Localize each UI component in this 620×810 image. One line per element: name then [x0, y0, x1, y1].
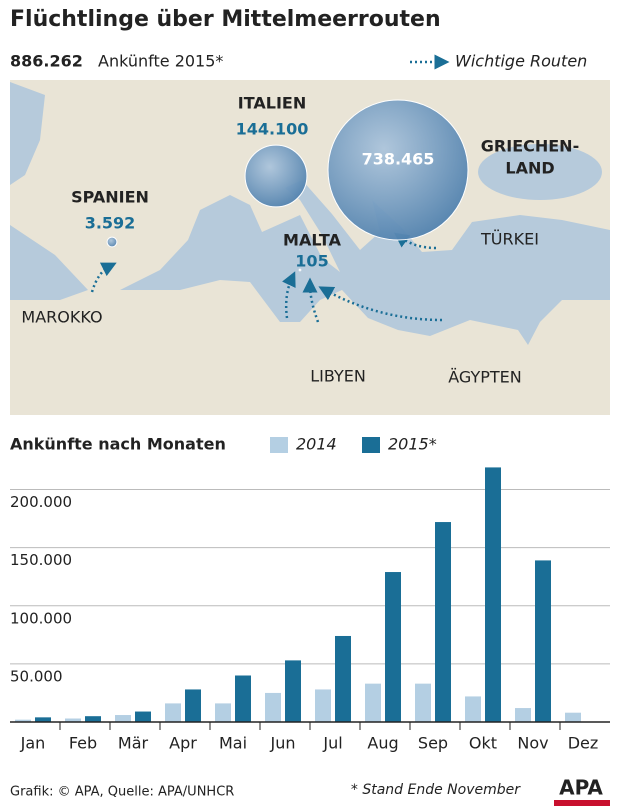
bar — [535, 560, 551, 722]
bar — [485, 467, 501, 722]
bar — [265, 692, 281, 722]
route — [318, 286, 443, 322]
x-tick-label: Okt — [469, 734, 497, 753]
subtitle: Ankünfte 2015* — [98, 52, 223, 71]
country-label: SPANIEN — [71, 188, 149, 207]
country-label: LIBYEN — [310, 367, 366, 386]
bar — [65, 718, 81, 722]
logo-bar — [554, 800, 610, 806]
route — [90, 262, 117, 293]
y-tick-label: 50.000 — [10, 667, 63, 685]
bar — [165, 703, 181, 722]
value-label: 738.465 — [362, 150, 435, 169]
country-label: TÜRKEI — [480, 230, 539, 249]
bar — [435, 522, 451, 722]
bar — [185, 689, 201, 722]
route-legend: Wichtige Routen — [455, 52, 587, 71]
bar — [385, 572, 401, 722]
bar — [565, 712, 581, 722]
bar — [15, 719, 31, 722]
source: Grafik: © APA, Quelle: APA/UNHCR — [10, 785, 234, 800]
bar — [465, 696, 481, 722]
bubble — [298, 268, 302, 272]
map: SPANIEN 3.592 ITALIEN 144.100 MALTA 105 GRIECH… — [10, 80, 610, 415]
bar — [35, 717, 51, 722]
logo: APA — [559, 776, 603, 800]
x-tick-label: Jul — [322, 734, 342, 753]
total: 886.262 — [10, 52, 83, 71]
country-label: MAROKKO — [21, 308, 102, 327]
x-tick-label: Feb — [69, 734, 97, 753]
bar — [315, 689, 331, 722]
black-sea — [478, 144, 602, 200]
country-label: ÄGYPTEN — [448, 368, 522, 387]
x-tick-label: Apr — [169, 734, 197, 753]
bar — [335, 635, 351, 722]
x-tick-label: Sep — [418, 734, 448, 753]
atlantic — [10, 82, 88, 300]
legend-swatch — [270, 437, 288, 453]
value-label: 105 — [295, 252, 328, 271]
x-tick-label: Jun — [270, 734, 296, 753]
bar — [85, 716, 101, 722]
bar — [235, 675, 251, 722]
chart-title: Ankünfte nach Monaten — [10, 435, 226, 454]
x-tick-label: Mär — [118, 734, 149, 753]
bar — [365, 683, 381, 722]
title: Flüchtlinge über Mittelmeerrouten — [10, 7, 441, 32]
x-tick-label: Dez — [568, 734, 599, 753]
bar — [215, 703, 231, 722]
y-tick-label: 150.000 — [10, 551, 72, 569]
x-tick-label: Jan — [20, 734, 46, 753]
bubble — [106, 236, 118, 248]
note: * Stand Ende November — [351, 782, 521, 798]
route — [302, 277, 320, 323]
y-tick-label: 100.000 — [10, 609, 72, 627]
x-tick-label: Aug — [367, 734, 398, 753]
bubble — [244, 144, 308, 208]
country-label: LAND — [505, 159, 554, 178]
value-label: 144.100 — [236, 120, 309, 139]
country-label: MALTA — [283, 231, 342, 250]
x-tick-label: Nov — [517, 734, 548, 753]
value-label: 3.592 — [85, 214, 136, 233]
bar — [135, 711, 151, 722]
route — [282, 271, 296, 319]
country-label: ITALIEN — [238, 94, 306, 113]
x-tick-label: Mai — [219, 734, 247, 753]
y-tick-label: 200.000 — [10, 493, 72, 511]
bar — [515, 708, 531, 722]
bar — [115, 715, 131, 722]
logo-box — [552, 776, 610, 800]
legend-swatch — [362, 437, 380, 453]
bubble — [327, 99, 469, 241]
mediterranean — [120, 180, 610, 345]
legend-label: 2015* — [388, 435, 437, 454]
legend-label: 2014 — [296, 435, 337, 454]
bar — [285, 660, 301, 722]
bar — [415, 683, 431, 722]
country-label: GRIECHEN- — [481, 137, 579, 156]
